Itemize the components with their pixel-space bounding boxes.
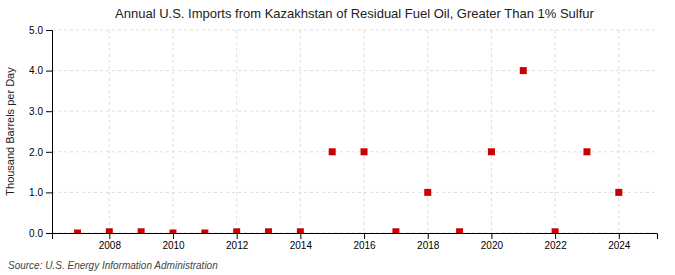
y-axis-title: Thousand Barrels per Day [4, 67, 16, 196]
x-tick: 2010 [162, 233, 185, 251]
y-tick: 4.0 [29, 65, 52, 76]
x-tick-label: 2012 [226, 240, 249, 251]
grid-line [52, 30, 657, 31]
grid-line [52, 151, 657, 152]
grid-line [52, 111, 657, 112]
x-tick-mark [237, 233, 238, 239]
x-tick: 2014 [290, 233, 313, 251]
grid-line [52, 70, 657, 71]
point [170, 230, 177, 234]
point [583, 148, 590, 155]
y-tick-mark [46, 152, 52, 153]
y-tick-mark [46, 233, 52, 234]
point [392, 228, 399, 233]
point [456, 228, 463, 233]
plot: 2008 2010 2012 2014 2016 2018 2020 2022 2024 0.0 1… [29, 25, 657, 251]
y-tick-mark [46, 111, 52, 112]
point [138, 228, 145, 233]
y-tick-label: 1.0 [29, 187, 43, 198]
y-tick: 0.0 [29, 228, 52, 239]
point [424, 189, 431, 196]
point [520, 67, 527, 74]
x-tick-mark [555, 233, 556, 239]
grid-line [236, 30, 237, 233]
point [201, 230, 208, 234]
x-tick-mark [491, 233, 492, 239]
x-tick: 2018 [417, 233, 440, 251]
y-tick-mark [46, 30, 52, 31]
x-axis: 2008 2010 2012 2014 2016 2018 2020 2022 2024 [53, 233, 658, 251]
x-tick: 2008 [99, 233, 122, 251]
x-tick-label: 2014 [290, 240, 313, 251]
y-tick-mark [46, 71, 52, 72]
grid-line [618, 30, 619, 233]
y-axis: 0.0 1.0 2.0 3.0 4.0 5.0 [29, 25, 52, 239]
y-tick-label: 2.0 [29, 147, 43, 158]
grid-line [300, 30, 301, 233]
y-tick: 1.0 [29, 187, 52, 198]
point [329, 148, 336, 155]
x-tick: 2012 [226, 233, 249, 251]
y-tick: 3.0 [29, 106, 52, 117]
x-tick-mark [300, 233, 301, 239]
y-tick-label: 3.0 [29, 106, 43, 117]
grid-line [52, 192, 657, 193]
point [488, 148, 495, 155]
x-tick-mark [109, 233, 110, 239]
x-tick-mark [619, 233, 620, 239]
point [615, 189, 622, 196]
x-tick-label: 2008 [99, 240, 122, 251]
y-tick-label: 4.0 [29, 65, 43, 76]
y-tick-label: 0.0 [29, 228, 43, 239]
y-tick-label: 5.0 [29, 25, 43, 36]
x-tick-label: 2020 [481, 240, 504, 251]
x-tick-label: 2010 [162, 240, 185, 251]
point [361, 148, 368, 155]
x-tick-mark [173, 233, 174, 239]
point [106, 228, 113, 233]
grid-line [555, 30, 556, 233]
x-tick-label: 2022 [544, 240, 567, 251]
y-tick-mark [46, 192, 52, 193]
point [233, 228, 240, 233]
grid-line [491, 30, 492, 233]
x-tick-label: 2016 [353, 240, 376, 251]
point [552, 228, 559, 233]
x-tick-mark [364, 233, 365, 239]
x-tick-label: 2024 [608, 240, 631, 251]
grid-line [364, 30, 365, 233]
x-tick-mark [428, 233, 429, 239]
point [74, 230, 81, 234]
point [265, 228, 272, 233]
title: Annual U.S. Imports from Kazakhstan of R… [115, 6, 594, 21]
grid-line [173, 30, 174, 233]
x-tick-label: 2018 [417, 240, 440, 251]
grid [52, 30, 657, 233]
y-axis-line [46, 31, 53, 234]
x-tick: 2022 [544, 233, 567, 251]
y-tick: 2.0 [29, 147, 52, 158]
points [74, 67, 622, 233]
grid-line [109, 30, 110, 233]
source: Source: U.S. Energy Information Administ… [8, 260, 218, 271]
grid-line [427, 30, 428, 233]
x-axis-line [53, 234, 658, 240]
x-tick: 2016 [353, 233, 376, 251]
x-tick: 2020 [481, 233, 504, 251]
x-tick: 2024 [608, 233, 631, 251]
chart: 2008 2010 2012 2014 2016 2018 2020 2022 2024 0.0 1… [0, 0, 675, 275]
y-tick: 5.0 [29, 25, 52, 36]
point [297, 228, 304, 233]
